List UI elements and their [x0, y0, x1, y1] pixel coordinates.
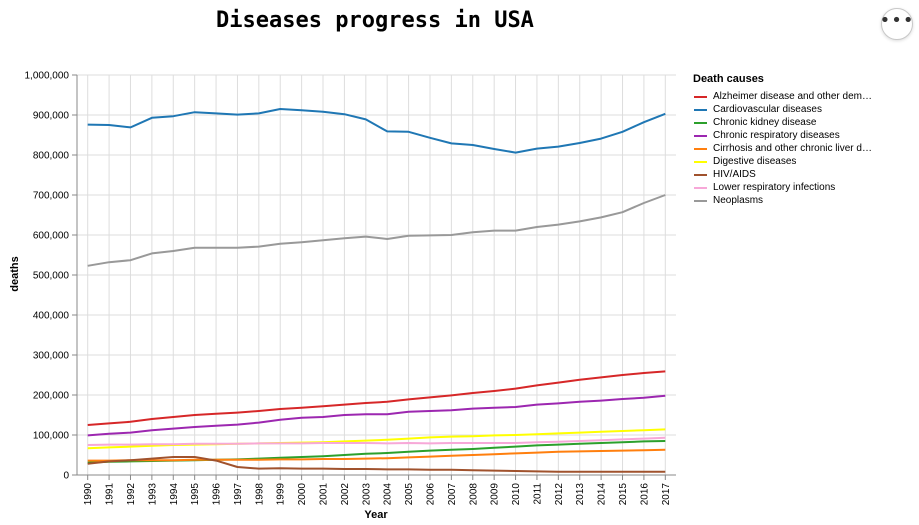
x-tick-label: 2015 [618, 483, 629, 506]
series-line-0[interactable] [87, 370, 666, 426]
y-tick-label: 600,000 [33, 231, 70, 242]
y-tick-label: 100,000 [33, 431, 70, 442]
x-tick-label: 1991 [105, 483, 116, 506]
series-line-1[interactable] [87, 108, 666, 154]
axes: 0 100,000 200,000 300,000 400,000 500,000 600,… [25, 71, 676, 506]
series-line-6[interactable] [87, 456, 666, 473]
y-tick-label: 900,000 [33, 111, 70, 122]
x-tick-label: 2006 [425, 483, 436, 506]
legend-label: Lower respiratory infections [713, 182, 836, 193]
x-tick-label: 1999 [276, 483, 287, 506]
x-tick-label: 2013 [575, 483, 586, 506]
x-tick-label: 2012 [554, 483, 565, 506]
y-tick-label: 800,000 [33, 151, 70, 162]
chart-title: Diseases progress in USA [216, 8, 534, 33]
x-tick-label: 1996 [212, 483, 223, 506]
x-tick-label: 1994 [169, 483, 180, 506]
series-line-8[interactable] [87, 194, 666, 267]
legend-swatch [694, 160, 707, 163]
x-tick-label: 2004 [383, 483, 394, 506]
x-tick-label: 2016 [639, 483, 650, 506]
y-tick-label: 300,000 [33, 351, 70, 362]
legend-item[interactable]: Digestive diseases [693, 155, 872, 168]
x-tick-label: 2005 [404, 483, 415, 506]
x-tick-label: 1993 [147, 483, 158, 506]
legend-item[interactable]: HIV/AIDS [693, 168, 872, 181]
x-axis-title: Year [364, 509, 388, 521]
legend-swatch [694, 186, 707, 189]
y-tick-label: 0 [63, 471, 69, 482]
x-tick-label: 1992 [126, 483, 137, 506]
series-line-3[interactable] [87, 394, 666, 437]
series-line-4[interactable] [87, 448, 666, 462]
legend-swatch [694, 147, 707, 150]
legend-swatch [694, 134, 707, 137]
x-tick-label: 2000 [297, 483, 308, 506]
ellipsis-icon: ••• [879, 10, 915, 31]
x-tick-label: 2014 [597, 483, 608, 506]
legend-item[interactable]: Cirrhosis and other chronic liver d… [693, 142, 872, 155]
legend-swatch [694, 108, 707, 111]
y-tick-label: 700,000 [33, 191, 70, 202]
legend-swatch [694, 199, 707, 202]
y-tick-label: 400,000 [33, 311, 70, 322]
legend-label: Alzheimer disease and other dem… [713, 91, 872, 102]
legend-item[interactable]: Cardiovascular diseases [693, 103, 872, 116]
y-tick-label: 1,000,000 [25, 71, 70, 82]
x-tick-label: 2009 [490, 483, 501, 506]
legend-item[interactable]: Chronic respiratory diseases [693, 129, 872, 142]
legend-swatch [694, 173, 707, 176]
legend-item[interactable]: Lower respiratory infections [693, 181, 872, 194]
series-line-5[interactable] [87, 428, 666, 450]
x-tick-label: 1990 [83, 483, 94, 506]
legend-label: Cirrhosis and other chronic liver d… [713, 143, 872, 154]
legend: Death causes Alzheimer disease and other… [693, 73, 872, 207]
grid-lines [77, 74, 676, 476]
line-chart: 0 100,000 200,000 300,000 400,000 500,000 600,… [9, 71, 676, 521]
legend-label: Chronic kidney disease [713, 117, 817, 128]
legend-item[interactable]: Chronic kidney disease [693, 116, 872, 129]
legend-item[interactable]: Neoplasms [693, 194, 872, 207]
x-tick-label: 1997 [233, 483, 244, 506]
x-tick-label: 2002 [340, 483, 351, 506]
chart-menu-button[interactable]: ••• [879, 8, 915, 40]
x-tick-label: 2007 [447, 483, 458, 506]
legend-items: Alzheimer disease and other dem… Cardiova… [693, 90, 872, 207]
x-tick-label: 2008 [468, 483, 479, 506]
y-axis-title: deaths [9, 256, 21, 291]
x-tick-label: 1998 [254, 483, 265, 506]
series-lines [87, 108, 666, 473]
y-tick-label: 200,000 [33, 391, 70, 402]
y-tick-label: 500,000 [33, 271, 70, 282]
legend-label: Digestive diseases [713, 156, 797, 167]
legend-item[interactable]: Alzheimer disease and other dem… [693, 90, 872, 103]
legend-label: Chronic respiratory diseases [713, 130, 840, 141]
legend-swatch [694, 121, 707, 124]
x-tick-label: 2011 [532, 483, 543, 505]
x-tick-label: 2003 [361, 483, 372, 506]
legend-title: Death causes [693, 73, 764, 85]
x-tick-label: 1995 [190, 483, 201, 506]
legend-label: Neoplasms [713, 195, 764, 206]
legend-swatch [694, 95, 707, 98]
legend-label: HIV/AIDS [713, 169, 756, 180]
x-tick-label: 2001 [319, 483, 330, 506]
x-tick-label: 2010 [511, 483, 522, 506]
x-tick-label: 2017 [661, 483, 672, 506]
series-line-7[interactable] [87, 436, 666, 446]
legend-label: Cardiovascular diseases [713, 104, 822, 115]
